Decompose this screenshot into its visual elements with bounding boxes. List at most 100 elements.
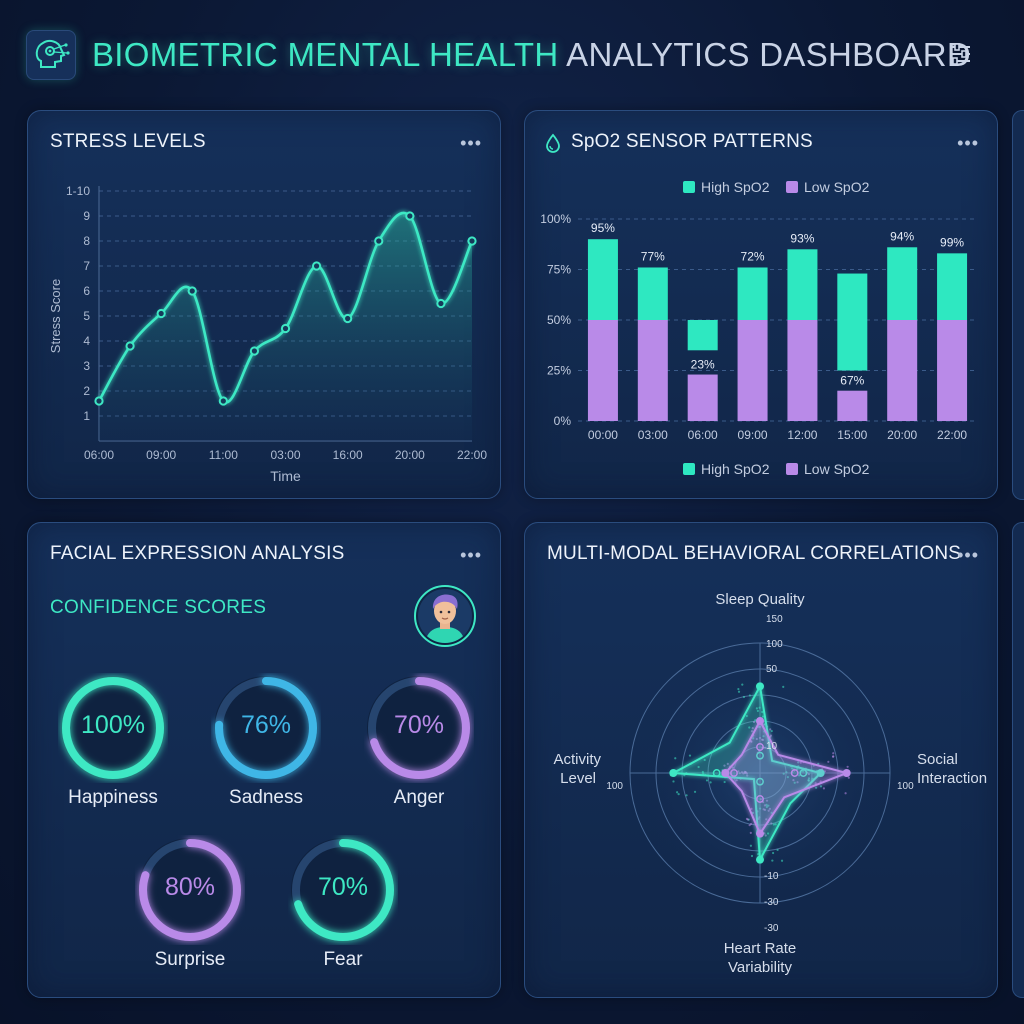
data-label: 99% [940, 235, 964, 249]
radar-vertex [842, 769, 851, 777]
y-tick-label: 2 [83, 384, 90, 398]
header: BIOMETRIC MENTAL HEALTH ANALYTICS DASHBO… [26, 28, 1006, 80]
data-point [405, 211, 415, 221]
more-options-icon[interactable]: ••• [957, 545, 979, 565]
y-tick-label: 75% [547, 263, 571, 277]
radar-inner-point [756, 795, 764, 803]
axis-label: Interaction [917, 770, 987, 787]
page-title-rest: ANALYTICS DASHBOARD [566, 36, 971, 73]
scatter-dot [780, 859, 784, 862]
scatter-dot [770, 729, 773, 733]
x-tick-label: 09:00 [738, 428, 768, 442]
y-tick-label: 4 [83, 334, 90, 348]
user-avatar-icon[interactable] [414, 585, 476, 647]
scatter-dot [693, 790, 697, 793]
data-point [374, 236, 384, 246]
data-point [436, 298, 446, 309]
scatter-dot [771, 859, 774, 862]
radar-inner-point [790, 769, 799, 777]
brain-gear-icon [26, 30, 76, 80]
axis-label: Sleep Quality [715, 591, 805, 608]
x-tick-label: 12:00 [787, 428, 817, 442]
scatter-dot [750, 854, 754, 858]
y-tick-label: 1-10 [66, 184, 90, 198]
data-label: 23% [691, 358, 715, 372]
axis-label: Level [560, 770, 596, 787]
x-tick-label: 03:00 [270, 448, 300, 462]
radar-vertex [756, 829, 764, 838]
scatter-dot [819, 785, 823, 788]
x-tick-label: 20:00 [395, 448, 425, 462]
data-point [187, 286, 197, 296]
y-tick-label: 8 [83, 234, 90, 248]
scatter-dot [831, 755, 835, 758]
radar-inner-point [730, 769, 738, 777]
gauge-ring [291, 838, 395, 942]
x-tick-label: 16:00 [333, 448, 363, 462]
data-point [343, 313, 353, 324]
y-tick-label: 1 [83, 409, 90, 423]
gauge-anger: 70% [364, 673, 474, 783]
scatter-dot [688, 754, 692, 757]
panel-title: SpO2 SENSOR PATTERNS [571, 131, 813, 152]
data-point [280, 323, 291, 334]
radar-vertex [756, 682, 764, 691]
axis-label: Variability [728, 959, 792, 976]
bar-high-spo2 [637, 267, 668, 320]
legend-swatch-high [683, 181, 695, 193]
ring-label: 150 [766, 614, 783, 625]
radar-inner-point [712, 769, 721, 777]
y-tick-label: 5 [83, 309, 90, 323]
ring-label: -30 [764, 923, 779, 934]
scatter-dot [776, 848, 779, 852]
bar-high-spo2 [937, 253, 968, 320]
gauge-label: Sadness [229, 787, 303, 808]
bar-low-spo2 [687, 374, 718, 421]
x-tick-label: 15:00 [837, 428, 867, 442]
stress-line [97, 211, 474, 404]
scatter-dot [748, 694, 752, 697]
y-axis-label: Stress Score [48, 279, 63, 353]
droplet-icon [546, 133, 560, 153]
scatter-dot [705, 779, 709, 782]
radar-vertex [756, 717, 764, 725]
gauge-value: 80% [164, 873, 216, 901]
ring-label: 100 [766, 639, 783, 650]
more-options-icon[interactable]: ••• [957, 133, 979, 153]
radar-vertex [669, 769, 678, 777]
x-tick-label: 11:00 [209, 448, 238, 462]
panel-title: MULTI-MODAL BEHAVIORAL CORRELATIONS [547, 543, 962, 564]
bar-high-spo2 [687, 320, 718, 351]
x-tick-label: 00:00 [588, 428, 618, 442]
scatter-dot [771, 851, 775, 855]
data-point [94, 396, 104, 406]
offscreen-panel-edge-top [1012, 110, 1024, 500]
scatter-dot [745, 817, 749, 820]
bar-low-spo2 [937, 320, 968, 421]
scatter-dot [677, 792, 680, 796]
x-tick-label: 06:00 [84, 448, 114, 462]
y-tick-label: 9 [83, 209, 90, 223]
scatter-dot [741, 683, 744, 686]
data-point [249, 346, 260, 356]
legend-label: Low SpO2 [804, 179, 870, 195]
scatter-dot [674, 757, 677, 760]
axis-label: Heart Rate [724, 940, 797, 957]
more-options-icon[interactable]: ••• [460, 545, 482, 565]
gauge-value: 100% [81, 711, 145, 739]
more-options-icon[interactable]: ••• [460, 133, 482, 153]
legend-label: High SpO2 [701, 461, 770, 477]
sliders-icon[interactable] [946, 40, 974, 68]
y-tick-label: 6 [83, 284, 90, 298]
axis-label: Social [917, 751, 958, 768]
data-point [156, 308, 166, 319]
gauge-surprise: 80% [135, 835, 245, 945]
ring-label: 50 [766, 664, 778, 675]
bar-low-spo2 [837, 390, 868, 421]
x-tick-label: 20:00 [887, 428, 917, 442]
facial-expression-panel: FACIAL EXPRESSION ANALYSIS ••• CONFIDENC… [27, 522, 501, 998]
gauge-label: Happiness [68, 787, 158, 808]
data-label: 67% [840, 374, 864, 388]
y-tick-label: 100% [540, 212, 571, 226]
gauge-ring [61, 676, 165, 780]
